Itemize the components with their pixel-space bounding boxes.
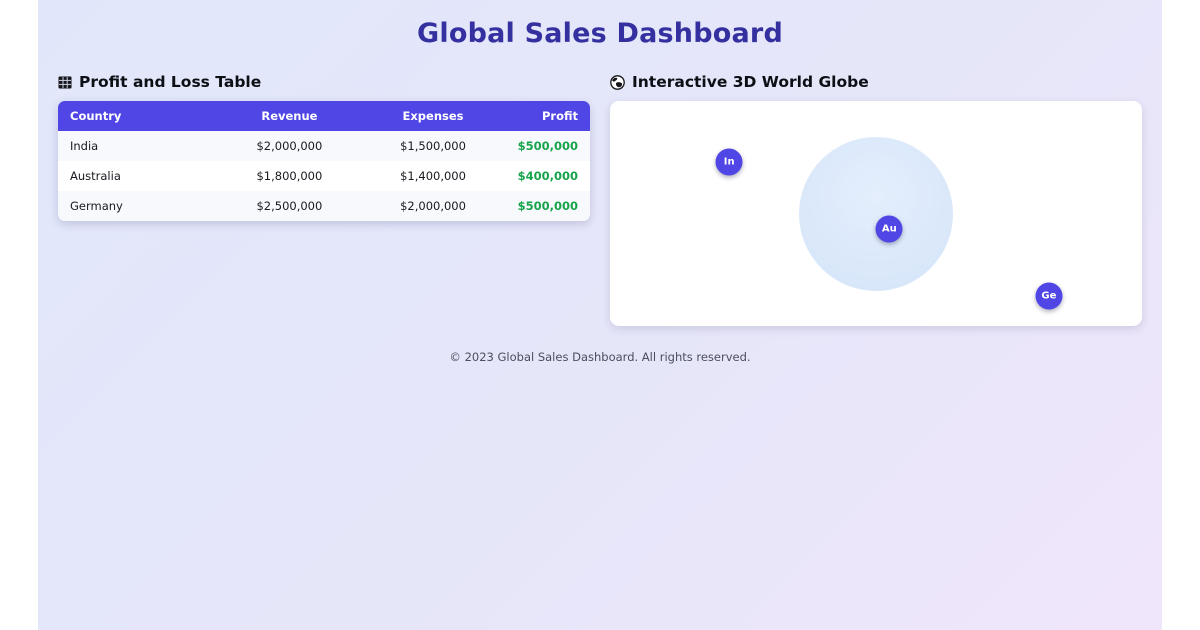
table-row: Australia $1,800,000 $1,400,000 $400,000 — [58, 161, 590, 191]
globe-section: Interactive 3D World Globe In Au Ge — [610, 73, 1142, 326]
page-title: Global Sales Dashboard — [417, 18, 783, 49]
globe-marker-in[interactable]: In — [715, 148, 743, 176]
cell-profit: $400,000 — [517, 169, 578, 183]
cell-expenses: $2,000,000 — [400, 199, 466, 213]
cell-expenses: $1,500,000 — [400, 139, 466, 153]
globe-sphere[interactable] — [799, 136, 953, 291]
globe-title: Interactive 3D World Globe — [632, 73, 869, 91]
cell-revenue: $1,800,000 — [256, 169, 323, 183]
col-header-expenses: Expenses — [361, 101, 505, 131]
main-content: Profit and Loss Table Country Revenue Ex… — [58, 73, 1142, 326]
cell-country: India — [70, 139, 99, 153]
cell-revenue: $2,500,000 — [256, 199, 323, 213]
cell-revenue: $2,000,000 — [256, 139, 323, 153]
profit-loss-section-header: Profit and Loss Table — [58, 73, 590, 91]
profit-loss-title: Profit and Loss Table — [79, 73, 262, 91]
footer-text: © 2023 Global Sales Dashboard. All right… — [449, 350, 751, 364]
profit-loss-table: Country Revenue Expenses Profit India $2… — [58, 101, 590, 221]
table-grid-icon — [58, 76, 72, 88]
table-header: Country Revenue Expenses Profit — [58, 101, 590, 131]
dashboard-page: Global Sales Dashboard Profit and Loss T… — [38, 0, 1162, 630]
globe-icon — [610, 74, 625, 90]
cell-profit: $500,000 — [517, 199, 578, 213]
col-header-country: Country — [58, 101, 218, 131]
table-row: India $2,000,000 $1,500,000 $500,000 — [58, 131, 590, 161]
globe-section-header: Interactive 3D World Globe — [610, 73, 1142, 91]
col-header-revenue: Revenue — [217, 101, 362, 131]
globe-marker-ge[interactable]: Ge — [1035, 282, 1063, 310]
cell-country: Germany — [70, 199, 123, 213]
profit-loss-section: Profit and Loss Table Country Revenue Ex… — [58, 73, 590, 221]
cell-expenses: $1,400,000 — [400, 169, 466, 183]
col-header-profit: Profit — [504, 101, 590, 131]
globe-card[interactable]: In Au Ge — [610, 101, 1142, 326]
globe-marker-au[interactable]: Au — [875, 215, 903, 243]
cell-profit: $500,000 — [517, 139, 578, 153]
cell-country: Australia — [70, 169, 121, 183]
table-row: Germany $2,500,000 $2,000,000 $500,000 — [58, 191, 590, 221]
